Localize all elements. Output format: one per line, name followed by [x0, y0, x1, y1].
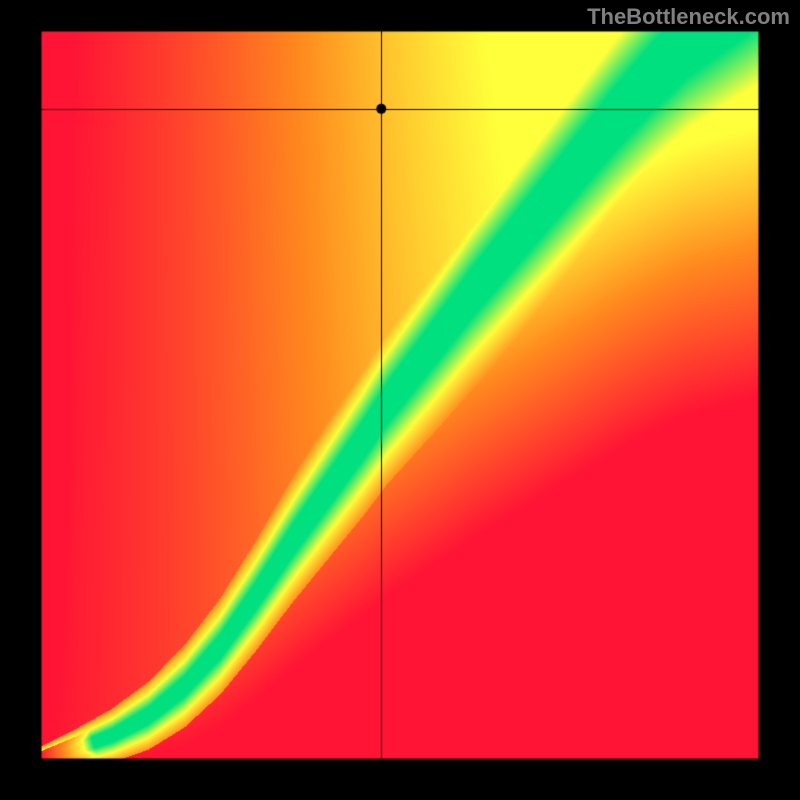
chart-container: TheBottleneck.com	[0, 0, 800, 800]
bottleneck-heatmap	[0, 0, 800, 800]
source-watermark: TheBottleneck.com	[587, 4, 790, 30]
